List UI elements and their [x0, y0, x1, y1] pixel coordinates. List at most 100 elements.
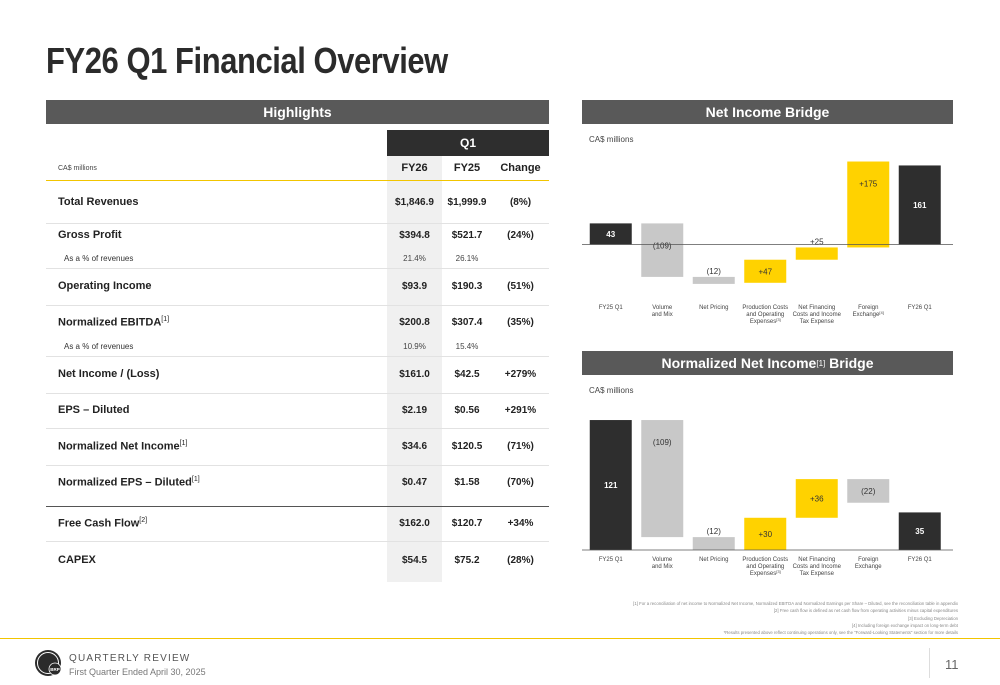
- cell-fy25: $120.7: [451, 517, 483, 529]
- waterfall-bar: [589, 420, 632, 550]
- cell-fy25: 26.1%: [455, 253, 479, 263]
- waterfall-bar: [898, 165, 941, 245]
- row-label: Normalized Net Income[1]: [58, 440, 187, 453]
- row-label: Normalized EPS – Diluted[1]: [58, 476, 200, 489]
- table-row: Net Income / (Loss) $161.0 $42.5 +279%: [46, 364, 549, 384]
- row-label: As a % of revenues: [64, 253, 134, 263]
- waterfall-bar: [641, 420, 684, 538]
- data-label: (109): [653, 241, 672, 250]
- normalized-net-income-bridge-chart: 121 FY25 Q1 (109) Volume and Mix (12) Net Pric…: [582, 420, 953, 577]
- fy26-column-shading: [387, 156, 442, 582]
- cell-fy26: $0.47: [401, 476, 428, 488]
- cell-change: (70%): [507, 476, 534, 488]
- row-label-text: Free Cash Flow: [58, 517, 140, 530]
- table-row: Operating Income $93.9 $190.3 (51%): [46, 276, 549, 296]
- row-label: As a % of revenues: [64, 341, 134, 351]
- row-label: Net Income / (Loss): [58, 368, 160, 380]
- cell-change: (24%): [507, 229, 534, 241]
- axis-tick-label: Net Financing Costs and Income Tax Expense: [793, 557, 842, 577]
- footnote-5: *Results presented above reflect continu…: [723, 630, 958, 636]
- footnote-ref: [1]: [161, 315, 170, 323]
- waterfall-bar: [795, 247, 838, 260]
- cell-fy25: 15.4%: [455, 341, 479, 351]
- footer-separator: [929, 648, 930, 678]
- page-number: 11: [945, 657, 959, 672]
- axis-tick-label: FY26 Q1: [908, 305, 933, 311]
- column-header-fy26: FY26: [401, 162, 428, 174]
- table-row: Normalized EPS – Diluted[1] $0.47 $1.58 …: [46, 472, 549, 492]
- axis-tick-label: Foreign Exchange: [855, 557, 882, 570]
- q1-period-header: Q1: [387, 130, 549, 156]
- row-label-text: Normalized EBITDA: [58, 316, 162, 329]
- highlights-header: Highlights: [46, 100, 549, 124]
- footnote-ref: [1]: [179, 439, 188, 447]
- cell-fy26: $394.8: [399, 229, 430, 241]
- row-divider: [46, 393, 549, 394]
- waterfall-bar: [847, 161, 890, 248]
- cell-change: (51%): [507, 280, 534, 292]
- axis-tick-label: FY26 Q1: [908, 557, 933, 563]
- row-divider: [46, 428, 549, 429]
- row-divider: [46, 223, 549, 224]
- table-row: Free Cash Flow[2] $162.0 $120.7 +34%: [46, 513, 549, 533]
- footnote-3: [3] Excluding Depreciation: [908, 615, 958, 621]
- cell-fy26: $200.8: [399, 316, 430, 328]
- cell-change: +291%: [504, 404, 537, 416]
- cell-fy25: $1.58: [454, 476, 480, 488]
- data-label: +175: [859, 180, 878, 189]
- cell-fy26: 21.4%: [403, 253, 426, 263]
- header-divider: [46, 180, 549, 181]
- row-label: CAPEX: [58, 554, 96, 566]
- cell-fy25: $0.56: [454, 404, 480, 416]
- footnote-ref: [2]: [139, 516, 148, 524]
- net-income-bridge-header: Net Income Bridge: [582, 100, 953, 124]
- waterfall-bar: [589, 223, 632, 245]
- axis-tick-label: FY25 Q1: [599, 557, 624, 563]
- table-row: EPS – Diluted $2.19 $0.56 +291%: [46, 400, 549, 420]
- cell-fy26: $34.6: [401, 440, 428, 452]
- waterfall-bar: [692, 537, 735, 550]
- footer-divider: [0, 638, 1000, 639]
- data-label: +47: [758, 267, 772, 276]
- cell-fy25: $190.3: [451, 280, 483, 292]
- waterfall-bar: [847, 479, 890, 503]
- row-divider: [46, 305, 549, 306]
- row-label: EPS – Diluted: [58, 404, 130, 416]
- table-row: Normalized EBITDA[1] $200.8 $307.4 (35%): [46, 312, 549, 332]
- footnote-1: [1] For a reconciliation of net income t…: [633, 601, 958, 606]
- footnote-ref: [1]: [816, 358, 826, 368]
- brp-logo-icon: BRP: [35, 650, 62, 676]
- footer-title: QUARTERLY REVIEW: [69, 653, 191, 664]
- cell-change: +34%: [507, 517, 534, 529]
- row-label: Gross Profit: [58, 229, 122, 241]
- cell-fy25: $120.5: [451, 440, 483, 452]
- row-divider: [46, 356, 549, 357]
- waterfall-bar: [744, 259, 787, 283]
- waterfall-bar: [744, 517, 787, 550]
- cell-fy25: $42.5: [454, 368, 480, 380]
- cell-fy25: $75.2: [454, 554, 480, 566]
- data-label: (22): [861, 487, 876, 496]
- cell-fy26: $54.5: [401, 554, 428, 566]
- footer-subtitle: First Quarter Ended April 30, 2025: [69, 667, 206, 677]
- normalized-net-income-bridge-header: Normalized Net Income [1] Bridge: [582, 351, 953, 375]
- cell-change: (28%): [507, 554, 534, 566]
- row-label: Operating Income: [58, 280, 152, 292]
- axis-tick-label: Production Costs and Operating Expenses[3]: [742, 557, 788, 577]
- row-label-text: Normalized EPS – Diluted: [58, 476, 192, 489]
- axis-tick-label: Net Financing Costs and Income Tax Expense: [793, 305, 842, 325]
- axis-tick-label: FY25 Q1: [599, 305, 624, 311]
- cell-change: (8%): [509, 196, 532, 208]
- data-label: (12): [707, 527, 722, 536]
- cell-change: (71%): [507, 440, 534, 452]
- table-row: As a % of revenues 10.9% 15.4%: [46, 339, 549, 353]
- axis-tick-label: Volume and Mix: [652, 305, 673, 318]
- row-divider: [46, 268, 549, 269]
- data-label: 161: [913, 201, 927, 210]
- footnote-4: [4] Including foreign exchange impact on…: [851, 622, 958, 628]
- cell-fy26: $162.0: [399, 517, 430, 529]
- axis-tick-label: Volume and Mix: [652, 557, 673, 570]
- highlights-table: Q1 CA$ millions FY26 FY25 Change Total R…: [46, 130, 549, 582]
- waterfall-bar: [795, 479, 838, 518]
- table-row: As a % of revenues 21.4% 26.1%: [46, 251, 549, 265]
